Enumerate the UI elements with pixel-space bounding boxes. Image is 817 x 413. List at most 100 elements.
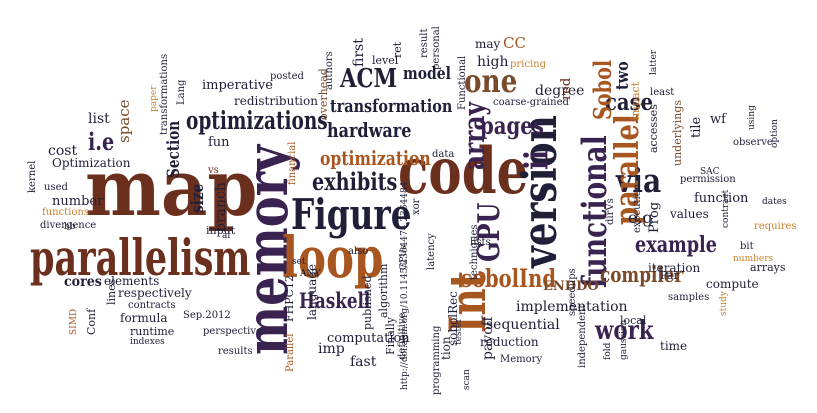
word: imp: [318, 341, 345, 357]
word: gaussian: [619, 319, 629, 360]
word: example: [635, 232, 717, 258]
word: observe: [733, 137, 773, 148]
word: Figure: [291, 190, 412, 239]
word: may: [475, 37, 501, 51]
word: number: [52, 194, 104, 209]
word: contracts: [128, 300, 176, 311]
word: runtime: [130, 325, 175, 338]
word: financial: [287, 141, 298, 185]
word: hardware: [327, 118, 412, 142]
word: authors: [324, 51, 335, 90]
word: tester: [454, 318, 464, 345]
word: code: [398, 134, 529, 209]
word: using: [747, 105, 757, 130]
word: input: [206, 224, 236, 237]
word: formula: [120, 311, 168, 325]
word: accesses: [647, 104, 660, 153]
word: also: [348, 246, 369, 257]
word: imperative: [202, 78, 273, 93]
word: fold: [603, 342, 613, 360]
word: compute: [706, 277, 759, 291]
word: via: [616, 161, 662, 200]
word: personal: [431, 26, 442, 70]
word: one: [464, 62, 518, 100]
word: independent: [577, 304, 588, 369]
word: lists: [470, 237, 491, 248]
word: iteration: [648, 261, 701, 275]
word: SIMD: [69, 308, 79, 335]
word: ENDDO: [543, 279, 599, 294]
word: Prog: [647, 201, 662, 233]
word: parallelism: [30, 228, 251, 287]
word: case: [605, 89, 654, 116]
word: sobolInd: [461, 264, 556, 293]
word: option: [770, 119, 780, 148]
word: space: [115, 99, 133, 143]
word: Functional: [457, 55, 468, 110]
word: lines: [105, 278, 118, 305]
word: Par: [660, 269, 679, 282]
word: cost: [48, 143, 78, 159]
word: size: [188, 183, 208, 213]
word: e.g: [628, 208, 653, 227]
word: model: [403, 64, 451, 84]
word: time: [660, 339, 688, 353]
word: high: [477, 54, 509, 70]
word: fast: [350, 354, 377, 370]
word: scan: [462, 369, 472, 390]
word: numbers: [733, 254, 774, 264]
word: published: [361, 275, 374, 330]
word: divergence: [40, 220, 97, 231]
word: contract: [721, 189, 731, 228]
word: posted: [270, 71, 304, 82]
word: i.e: [88, 127, 115, 156]
word: least: [650, 87, 675, 98]
word: Parallel: [285, 333, 296, 373]
word: level: [372, 54, 399, 67]
word: FHPC12: [283, 274, 296, 322]
word: dirVs: [605, 198, 616, 225]
word: computation: [327, 331, 410, 346]
word: ACM: [340, 64, 398, 94]
word: implementation: [516, 299, 628, 315]
word: CC: [503, 34, 526, 52]
word: pages: [480, 111, 544, 140]
word: perspective: [203, 326, 262, 337]
word: ret: [391, 41, 404, 58]
word: Conf: [85, 308, 98, 335]
word: definitive: [397, 312, 408, 360]
word: Sobol: [588, 59, 617, 120]
word: tile: [689, 116, 704, 138]
word: redistribution: [234, 94, 318, 108]
word: local: [620, 314, 647, 327]
word: paper: [149, 85, 159, 112]
word: set: [292, 257, 306, 267]
word: list: [88, 111, 110, 127]
word: used: [44, 182, 68, 193]
word: speedups: [567, 268, 578, 316]
word: requires: [754, 221, 797, 232]
word: result: [419, 28, 430, 59]
word: respectively: [118, 286, 192, 300]
word: vs: [208, 165, 219, 176]
word: wf: [710, 112, 726, 127]
word: fun: [208, 135, 230, 150]
word: indexes: [130, 337, 165, 347]
word: latency: [426, 233, 437, 270]
word: data: [432, 149, 455, 160]
word: techniques: [469, 224, 480, 280]
word: Finally: [384, 316, 397, 355]
word: transformation: [330, 96, 453, 117]
word: exhibits: [312, 167, 398, 196]
word: coarse-grained: [493, 97, 569, 108]
word: degree: [535, 83, 585, 99]
word: GPUs: [399, 244, 409, 270]
word: Lang: [176, 79, 187, 105]
word: functions: [42, 207, 89, 218]
word: map: [85, 143, 258, 234]
word: pricing: [510, 59, 547, 70]
word: study: [719, 291, 729, 316]
word: underlyings: [671, 100, 684, 166]
word: optimization: [320, 146, 431, 170]
